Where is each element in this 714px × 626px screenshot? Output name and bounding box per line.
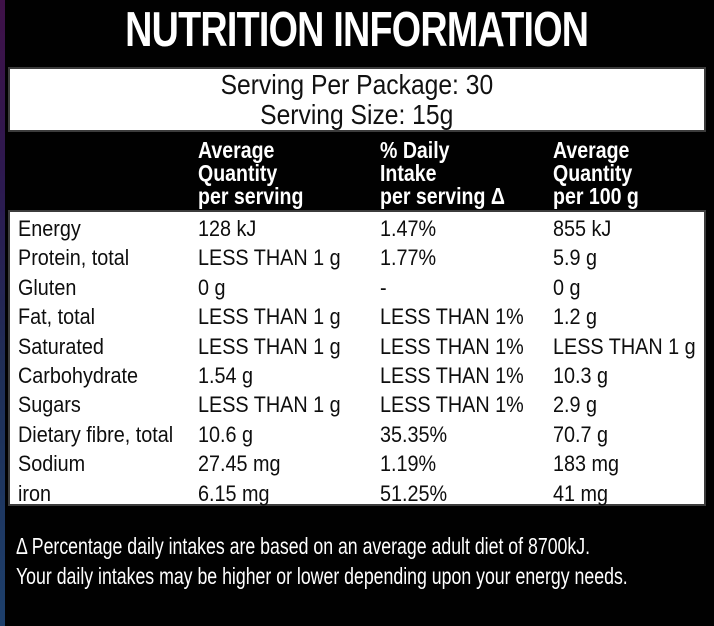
nutrient-name: Gluten xyxy=(18,274,77,300)
header-line: Average xyxy=(198,137,275,163)
table-row: Energy 128 kJ 1.47% 855 kJ xyxy=(10,214,704,243)
value-daily-intake: LESS THAN 1% xyxy=(380,362,524,388)
nutrition-table: Energy 128 kJ 1.47% 855 kJ Protein, tota… xyxy=(8,210,706,506)
value-per-100g: 10.3 g xyxy=(553,362,609,388)
table-row: Fat, total LESS THAN 1 g LESS THAN 1% 1.… xyxy=(10,302,704,331)
nutrient-name: Sodium xyxy=(18,451,86,477)
table-row: Saturated LESS THAN 1 g LESS THAN 1% LES… xyxy=(10,332,704,361)
value-per-100g: 0 g xyxy=(553,274,581,300)
value-daily-intake: LESS THAN 1% xyxy=(380,304,524,330)
nutrient-name: Saturated xyxy=(18,333,104,359)
table-row: Dietary fibre, total 10.6 g 35.35% 70.7 … xyxy=(10,420,704,449)
serving-info-box: Serving Per Package: 30 Serving Size: 15… xyxy=(8,67,706,132)
nutrient-name: Fat, total xyxy=(18,304,96,330)
nutrient-name: iron xyxy=(18,480,52,506)
value-per-serving: 6.15 mg xyxy=(198,480,270,506)
value-per-serving: 128 kJ xyxy=(198,216,257,241)
value-per-serving: 10.6 g xyxy=(198,421,254,447)
value-per-100g: 41 mg xyxy=(553,480,609,506)
value-daily-intake: 1.47% xyxy=(380,216,437,241)
value-per-100g: 855 kJ xyxy=(553,216,612,241)
label-title: NUTRITION INFORMATION xyxy=(0,2,714,58)
table-row: Carbohydrate 1.54 g LESS THAN 1% 10.3 g xyxy=(10,361,704,390)
nutrient-name: Carbohydrate xyxy=(18,362,138,388)
value-daily-intake: 35.35% xyxy=(380,421,448,447)
nutrient-name: Sugars xyxy=(18,392,81,418)
value-per-100g: LESS THAN 1 g xyxy=(553,333,696,359)
value-per-serving: LESS THAN 1 g xyxy=(198,333,341,359)
value-per-serving: LESS THAN 1 g xyxy=(198,245,341,271)
header-line: Intake xyxy=(380,160,437,186)
package-edge-strip xyxy=(0,0,5,626)
footnote-line-1: Δ Percentage daily intakes are based on … xyxy=(16,533,591,559)
value-per-serving: LESS THAN 1 g xyxy=(198,304,341,330)
nutrient-name: Dietary fibre, total xyxy=(18,421,174,447)
column-header-daily-intake: % Daily Intake per serving Δ xyxy=(380,139,527,208)
value-per-serving: 0 g xyxy=(198,274,226,300)
value-per-100g: 70.7 g xyxy=(553,421,609,447)
value-daily-intake: 1.19% xyxy=(380,451,437,477)
value-daily-intake: - xyxy=(380,274,387,300)
header-line: Quantity xyxy=(198,160,278,186)
header-line: Average xyxy=(553,137,630,163)
serving-per-package: Serving Per Package: 30 xyxy=(220,69,494,100)
header-line: per 100 g xyxy=(553,183,639,209)
column-header-avg-per-100g: Average Quantity per 100 g xyxy=(553,139,654,208)
table-row: Gluten 0 g - 0 g xyxy=(10,273,704,302)
serving-size: Serving Size: 15g xyxy=(260,99,454,130)
nutrient-name: Energy xyxy=(18,216,81,241)
footnote-line-2: Your daily intakes may be higher or lowe… xyxy=(16,563,628,589)
value-daily-intake: LESS THAN 1% xyxy=(380,333,524,359)
value-per-serving: 1.54 g xyxy=(198,362,254,388)
value-daily-intake: 51.25% xyxy=(380,480,448,506)
daily-intake-footnote: Δ Percentage daily intakes are based on … xyxy=(16,531,714,591)
value-daily-intake: LESS THAN 1% xyxy=(380,392,524,418)
table-row: Sugars LESS THAN 1 g LESS THAN 1% 2.9 g xyxy=(10,390,704,419)
value-per-serving: 27.45 mg xyxy=(198,451,281,477)
value-per-serving: LESS THAN 1 g xyxy=(198,392,341,418)
header-line: per serving Δ xyxy=(380,183,505,209)
table-row: Sodium 27.45 mg 1.19% 183 mg xyxy=(10,449,704,478)
header-line: per serving xyxy=(198,183,304,209)
value-per-100g: 5.9 g xyxy=(553,245,598,271)
nutrient-name: Protein, total xyxy=(18,245,130,271)
label-title-text: NUTRITION INFORMATION xyxy=(125,3,589,57)
value-per-100g: 1.2 g xyxy=(553,304,598,330)
value-per-100g: 2.9 g xyxy=(553,392,598,418)
value-daily-intake: 1.77% xyxy=(380,245,437,271)
header-line: % Daily xyxy=(380,137,450,163)
value-per-100g: 183 mg xyxy=(553,451,620,477)
table-row: Protein, total LESS THAN 1 g 1.77% 5.9 g xyxy=(10,243,704,272)
column-header-avg-per-serving: Average Quantity per serving xyxy=(198,139,322,208)
header-line: Quantity xyxy=(553,160,633,186)
table-row: iron 6.15 mg 51.25% 41 mg xyxy=(10,479,704,508)
